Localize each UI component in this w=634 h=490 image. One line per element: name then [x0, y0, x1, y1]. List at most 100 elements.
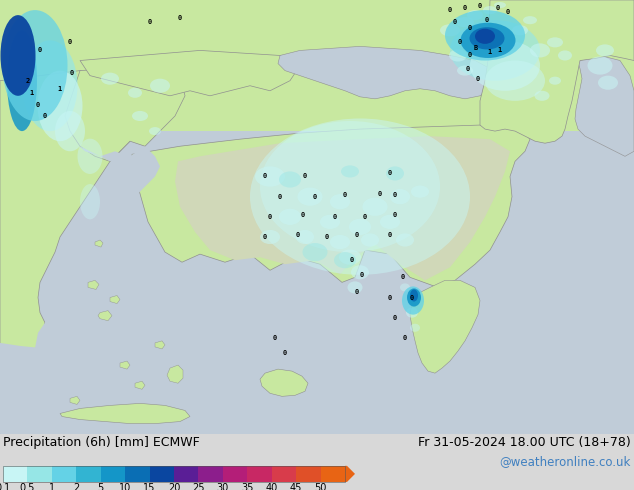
Ellipse shape: [349, 219, 371, 235]
Polygon shape: [0, 0, 634, 131]
Text: 0: 0: [393, 315, 397, 320]
Text: 30: 30: [217, 484, 229, 490]
Ellipse shape: [297, 188, 323, 206]
Text: 0: 0: [350, 257, 354, 263]
Ellipse shape: [386, 167, 404, 180]
Ellipse shape: [588, 56, 612, 74]
Text: 0: 0: [303, 173, 307, 179]
Text: 0: 0: [38, 48, 42, 53]
Text: 0: 0: [393, 192, 397, 197]
Text: 0: 0: [463, 5, 467, 11]
Text: 0: 0: [506, 9, 510, 15]
Ellipse shape: [467, 10, 483, 20]
Text: 0: 0: [466, 66, 470, 72]
Text: 0: 0: [278, 194, 282, 199]
Ellipse shape: [456, 17, 474, 27]
Ellipse shape: [260, 121, 440, 252]
Ellipse shape: [330, 235, 350, 249]
Text: 0: 0: [301, 212, 305, 218]
Text: 0: 0: [388, 171, 392, 176]
Ellipse shape: [470, 40, 540, 91]
Text: 0: 0: [410, 294, 414, 300]
Text: 1: 1: [49, 484, 55, 490]
Polygon shape: [80, 50, 300, 96]
Polygon shape: [95, 240, 103, 247]
Polygon shape: [98, 311, 112, 320]
Text: 2: 2: [26, 78, 30, 84]
Ellipse shape: [530, 44, 550, 57]
Text: 1: 1: [498, 48, 502, 53]
Text: 0: 0: [363, 214, 367, 220]
Bar: [223, 466, 247, 482]
Ellipse shape: [523, 16, 537, 24]
Ellipse shape: [390, 189, 410, 204]
Text: 1: 1: [58, 86, 62, 92]
Bar: [272, 466, 296, 482]
Ellipse shape: [475, 29, 495, 44]
Text: 0: 0: [403, 335, 407, 341]
Text: B: B: [474, 46, 478, 51]
Text: 0: 0: [378, 191, 382, 196]
Ellipse shape: [361, 233, 379, 246]
Ellipse shape: [460, 23, 515, 58]
Ellipse shape: [128, 88, 142, 98]
Ellipse shape: [149, 127, 161, 135]
Text: 0: 0: [263, 234, 267, 240]
Polygon shape: [0, 0, 634, 434]
Polygon shape: [575, 55, 634, 156]
Ellipse shape: [341, 166, 359, 177]
Text: 0: 0: [360, 272, 364, 278]
Polygon shape: [88, 280, 99, 290]
Polygon shape: [70, 396, 80, 404]
Ellipse shape: [351, 265, 369, 279]
Text: 50: 50: [314, 484, 327, 490]
Ellipse shape: [547, 37, 563, 48]
Polygon shape: [110, 295, 120, 303]
Ellipse shape: [457, 66, 473, 75]
Text: 0: 0: [476, 75, 480, 82]
Bar: [247, 466, 272, 482]
Text: 0: 0: [453, 19, 457, 25]
Ellipse shape: [406, 308, 418, 318]
Polygon shape: [410, 280, 480, 373]
Ellipse shape: [334, 252, 356, 268]
Text: 0: 0: [273, 335, 277, 341]
Text: 45: 45: [290, 484, 302, 490]
Text: 15: 15: [143, 484, 156, 490]
Text: 0: 0: [283, 350, 287, 356]
Text: 35: 35: [241, 484, 254, 490]
Polygon shape: [132, 125, 530, 287]
Text: 0: 0: [43, 113, 47, 119]
Ellipse shape: [7, 30, 37, 131]
Ellipse shape: [483, 6, 497, 14]
Bar: [52, 466, 76, 482]
Text: 0: 0: [388, 294, 392, 300]
Bar: [150, 466, 174, 482]
Ellipse shape: [255, 167, 285, 187]
Ellipse shape: [279, 209, 301, 225]
Ellipse shape: [512, 25, 528, 35]
Ellipse shape: [260, 230, 280, 244]
Ellipse shape: [445, 10, 525, 60]
Text: 0: 0: [478, 3, 482, 9]
Text: 0: 0: [343, 192, 347, 197]
Polygon shape: [0, 338, 634, 434]
Text: 0: 0: [355, 290, 359, 295]
Text: 0.5: 0.5: [20, 484, 35, 490]
Ellipse shape: [407, 289, 421, 307]
Ellipse shape: [363, 197, 387, 216]
Text: 0: 0: [268, 214, 272, 220]
Ellipse shape: [410, 290, 418, 301]
Bar: [296, 466, 321, 482]
Ellipse shape: [132, 111, 148, 121]
Text: 0: 0: [148, 19, 152, 25]
Ellipse shape: [549, 76, 561, 85]
Bar: [3, 466, 27, 482]
Ellipse shape: [339, 249, 361, 265]
Bar: [101, 466, 125, 482]
Ellipse shape: [37, 71, 82, 141]
Text: 0: 0: [296, 232, 300, 238]
Polygon shape: [167, 365, 183, 383]
Ellipse shape: [77, 139, 103, 174]
Bar: [3, 466, 345, 482]
